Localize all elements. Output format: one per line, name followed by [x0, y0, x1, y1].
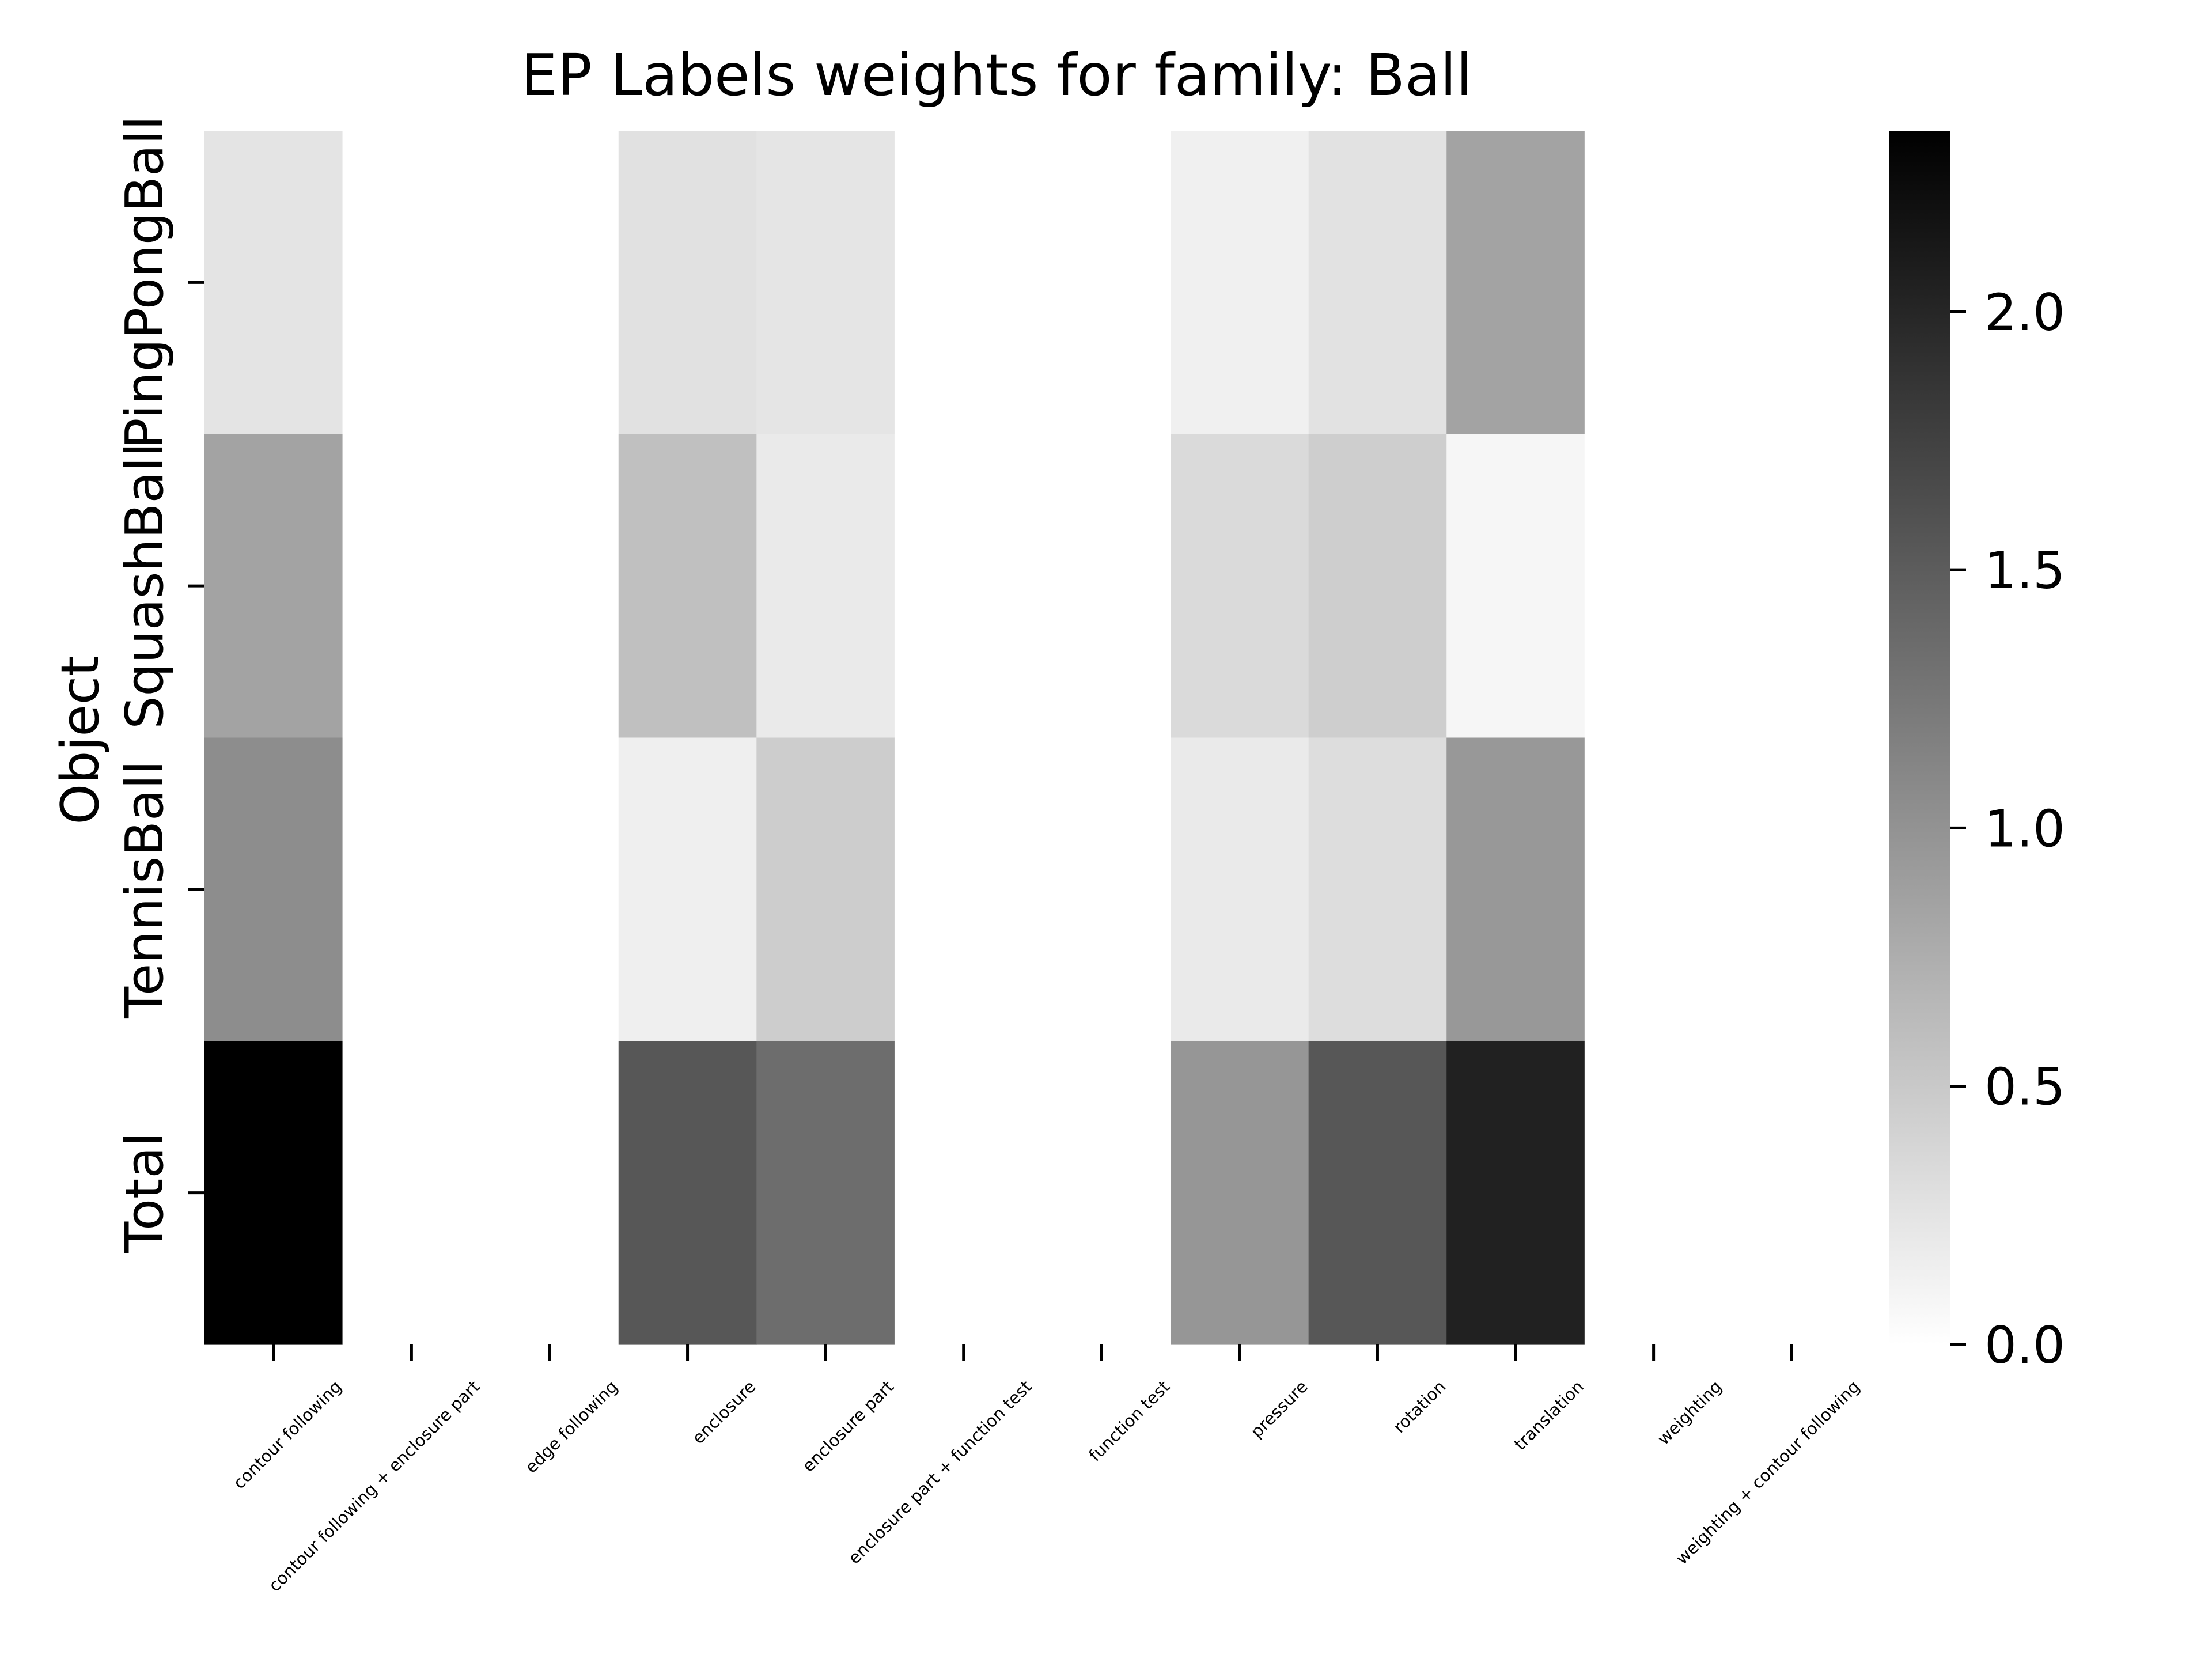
heatmap-cell-total-11: [1584, 1041, 1724, 1345]
colorbar-tick-label: 1.5: [1984, 541, 2065, 600]
heatmap-cell-tennisball-4: [618, 737, 757, 1041]
heatmap-cell-squashball-3: [480, 434, 619, 738]
colorbar-tick-label: 0.0: [1984, 1316, 2065, 1375]
heatmap-cell-pingpongball-3: [480, 131, 619, 435]
heatmap-cell-squashball-11: [1584, 434, 1724, 738]
heatmap-cell-pingpongball-8: [1171, 131, 1309, 435]
heatmap-cell-squashball-9: [1308, 434, 1447, 738]
heatmap-cell-pingpongball-9: [1308, 131, 1447, 435]
heatmap-cell-pingpongball-11: [1584, 131, 1724, 435]
heatmap-cells: [204, 131, 1861, 1345]
x-tick-label: translation: [1510, 1377, 1588, 1454]
heatmap-cell-total-7: [1032, 1041, 1171, 1345]
chart-title: EP Labels weights for family: Ball: [521, 41, 1472, 109]
heatmap-cell-squashball-8: [1171, 434, 1309, 738]
heatmap-cell-total-2: [342, 1041, 481, 1345]
heatmap-cell-total-10: [1446, 1041, 1585, 1345]
heatmap-cell-pingpongball-12: [1722, 131, 1861, 435]
colorbar-tick-label: 0.5: [1984, 1058, 2065, 1117]
x-tick-label: enclosure part: [798, 1377, 897, 1476]
heatmap-cell-squashball-6: [894, 434, 1033, 738]
heatmap-cell-pingpongball-6: [894, 131, 1033, 435]
heatmap-cell-squashball-2: [342, 434, 481, 738]
colorbar-tick-label: 1.0: [1984, 799, 2065, 858]
heatmap-cell-pingpongball-2: [342, 131, 481, 435]
heatmap-cell-pingpongball-5: [756, 131, 895, 435]
heatmap-cell-tennisball-10: [1446, 737, 1585, 1041]
colorbar-ticks: 0.0 0.5 1.0 1.5 2.0: [1950, 283, 2065, 1375]
colorbar-tick-label: 2.0: [1984, 283, 2065, 342]
heatmap-cell-tennisball-9: [1308, 737, 1447, 1041]
heatmap-cell-total-3: [480, 1041, 619, 1345]
heatmap-cell-tennisball-12: [1722, 737, 1861, 1041]
x-tick-label: contour following + enclosure part: [265, 1377, 484, 1596]
x-tick-label: weighting: [1654, 1377, 1726, 1449]
y-tick-label: PingPongBall: [115, 116, 175, 449]
heatmap-cell-pingpongball-10: [1446, 131, 1585, 435]
heatmap-cell-squashball-12: [1722, 434, 1861, 738]
heatmap-cell-tennisball-8: [1171, 737, 1309, 1041]
heatmap-cell-tennisball-3: [480, 737, 619, 1041]
heatmap-cell-squashball-4: [618, 434, 757, 738]
heatmap-cell-total-8: [1171, 1041, 1309, 1345]
heatmap-cell-total-1: [204, 1041, 343, 1345]
heatmap-cell-squashball-1: [204, 434, 343, 738]
heatmap-cell-total-4: [618, 1041, 757, 1345]
heatmap-cell-pingpongball-4: [618, 131, 757, 435]
y-tick-label: TennisBall: [115, 760, 175, 1019]
y-tick-label: SquashBall: [115, 442, 175, 729]
heatmap-cell-total-6: [894, 1041, 1033, 1345]
x-tick-label: enclosure: [688, 1377, 759, 1448]
heatmap-cell-pingpongball-1: [204, 131, 343, 435]
x-tick-label: pressure: [1247, 1377, 1312, 1442]
y-tick-label: Total: [115, 1132, 175, 1254]
heatmap-cell-total-5: [756, 1041, 895, 1345]
colorbar: [1889, 131, 1950, 1344]
heatmap-cell-squashball-7: [1032, 434, 1171, 738]
heatmap-cell-pingpongball-7: [1032, 131, 1171, 435]
x-tick-label: rotation: [1389, 1377, 1449, 1437]
heatmap-cell-squashball-5: [756, 434, 895, 738]
heatmap-cell-tennisball-1: [204, 737, 343, 1041]
x-tick-label: edge following: [521, 1377, 622, 1477]
heatmap-cell-tennisball-11: [1584, 737, 1724, 1041]
y-axis-label: Object: [50, 656, 111, 824]
x-tick-label: function test: [1085, 1377, 1174, 1465]
heatmap-cell-tennisball-7: [1032, 737, 1171, 1041]
heatmap-cell-total-9: [1308, 1041, 1447, 1345]
heatmap-cell-tennisball-5: [756, 737, 895, 1041]
heatmap-cell-tennisball-2: [342, 737, 481, 1041]
heatmap-cell-squashball-10: [1446, 434, 1585, 738]
x-tick-label: contour following: [229, 1377, 346, 1493]
heatmap-cell-tennisball-6: [894, 737, 1033, 1041]
heatmap-cell-total-12: [1722, 1041, 1861, 1345]
